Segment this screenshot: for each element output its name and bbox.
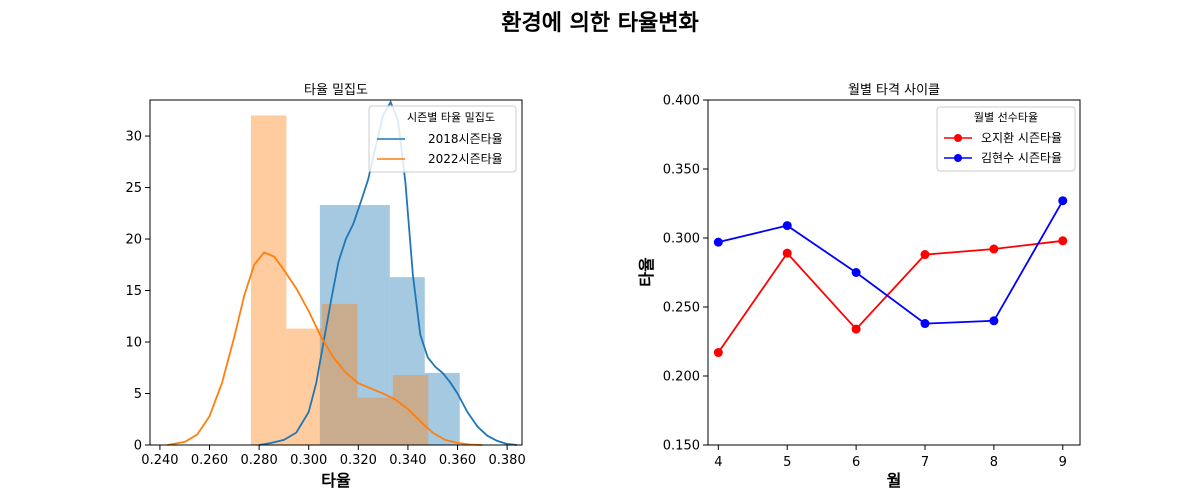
histogram-bar bbox=[354, 205, 390, 445]
y-tick-label: 0.400 bbox=[663, 94, 700, 109]
y-tick-label: 0.250 bbox=[663, 301, 700, 316]
x-tick-label: 6 bbox=[852, 455, 860, 470]
y-tick-label: 30 bbox=[125, 130, 142, 145]
density-legend-title: 시즌별 타율 밀집도 bbox=[407, 111, 495, 124]
density-legend: 시즌별 타율 밀집도 2018시즌타율 2022시즌타율 bbox=[368, 105, 517, 173]
data-point-kimhyunsoo bbox=[920, 319, 930, 329]
histogram-bar bbox=[321, 303, 358, 445]
y-tick-label: 10 bbox=[125, 336, 142, 351]
density-chart: 타율 밀집도 0.240 0.260 0.280 0.300 0.320 0.340 0.3… bbox=[125, 83, 525, 490]
monthly-legend-box bbox=[936, 106, 1076, 172]
legend-label-ojihwan: 오지환 시즌타율 bbox=[981, 131, 1062, 145]
series-line-ojihwan bbox=[717, 239, 1063, 354]
y-tick-label: 25 bbox=[125, 181, 142, 196]
kde-line-2022 bbox=[167, 251, 483, 446]
data-point-ojihwan bbox=[920, 250, 930, 260]
x-tick-label: 0.380 bbox=[489, 453, 526, 468]
y-tick-label: 0.150 bbox=[663, 439, 700, 454]
x-tick-label: 7 bbox=[921, 455, 929, 470]
x-tick-label: 0.320 bbox=[340, 453, 377, 468]
x-tick-label: 0.360 bbox=[439, 453, 476, 468]
histogram-series-2022 bbox=[250, 115, 429, 446]
monthly-x-axis-label: 월 bbox=[887, 471, 902, 490]
y-tick-label: 15 bbox=[125, 284, 142, 299]
y-tick-label: 0.350 bbox=[663, 163, 700, 178]
x-tick-label: 5 bbox=[783, 455, 791, 470]
histogram-bar bbox=[392, 374, 429, 445]
x-tick-label: 8 bbox=[990, 455, 998, 470]
data-point-kimhyunsoo bbox=[713, 237, 723, 247]
data-point-ojihwan bbox=[713, 348, 723, 358]
x-tick-label: 0.240 bbox=[141, 453, 178, 468]
legend-marker-kimhyunsoo bbox=[954, 154, 962, 162]
density-legend-box bbox=[368, 105, 517, 173]
line-series-kimhyunsoo bbox=[713, 196, 1068, 329]
histogram-bar bbox=[424, 372, 460, 445]
legend-marker-ojihwan bbox=[954, 134, 962, 142]
monthly-legend: 월별 선수타율 오지환 시즌타율 김현수 시즌타율 bbox=[936, 106, 1076, 172]
monthly-axes-frame bbox=[707, 99, 1081, 446]
monthly-y-axis-label: 타율 bbox=[637, 257, 656, 287]
y-tick-label: 5 bbox=[134, 387, 142, 402]
legend-label-kimhyunsoo: 김현수 시즌타율 bbox=[981, 151, 1062, 165]
monthly-legend-title: 월별 선수타율 bbox=[974, 111, 1038, 124]
histogram-series-2018 bbox=[319, 205, 460, 445]
x-tick-label: 9 bbox=[1059, 455, 1067, 470]
data-point-ojihwan bbox=[989, 244, 999, 254]
monthly-axes: 4 5 6 7 8 9 0.150 0.200 0.250 0.300 0.350 0.400 bbox=[663, 94, 1081, 470]
data-point-kimhyunsoo bbox=[851, 268, 861, 277]
y-tick-label: 0.300 bbox=[663, 232, 700, 247]
density-axes-frame bbox=[149, 99, 523, 446]
histogram-bar bbox=[389, 277, 425, 445]
legend-label-2018: 2018시즌타율 bbox=[428, 132, 503, 146]
histogram-bar bbox=[357, 397, 393, 445]
density-axes: 0.240 0.260 0.280 0.300 0.320 0.340 0.360 0.380… bbox=[125, 99, 526, 468]
figure-suptitle: 환경에 의한 타율변화 bbox=[501, 11, 698, 36]
density-x-axis-label: 타율 bbox=[321, 471, 351, 490]
x-tick-label: 0.280 bbox=[241, 453, 278, 468]
density-plot-area bbox=[167, 100, 518, 446]
data-point-kimhyunsoo bbox=[989, 316, 999, 326]
histogram-bar bbox=[319, 205, 355, 445]
data-point-kimhyunsoo bbox=[1058, 196, 1068, 206]
y-tick-label: 0 bbox=[134, 439, 142, 454]
x-tick-label: 0.260 bbox=[191, 453, 228, 468]
histogram-bar bbox=[250, 115, 287, 446]
y-tick-label: 0.200 bbox=[663, 370, 700, 385]
x-tick-label: 4 bbox=[714, 455, 722, 470]
monthly-chart-title: 월별 타격 사이클 bbox=[848, 83, 940, 98]
monthly-plot-area bbox=[713, 196, 1068, 358]
x-tick-label: 0.300 bbox=[290, 453, 327, 468]
data-point-ojihwan bbox=[1058, 236, 1068, 246]
legend-label-2022: 2022시즌타율 bbox=[428, 152, 503, 166]
density-chart-title: 타율 밀집도 bbox=[304, 83, 368, 98]
data-point-ojihwan bbox=[782, 248, 792, 258]
y-tick-label: 20 bbox=[125, 233, 142, 248]
series-line-kimhyunsoo bbox=[718, 200, 1064, 325]
kde-line-2018 bbox=[258, 100, 518, 446]
monthly-chart: 월별 타격 사이클 4 5 6 7 8 9 0.150 0.200 0.250 0.300 0.35… bbox=[637, 83, 1081, 490]
line-series-ojihwan bbox=[713, 236, 1068, 358]
data-point-kimhyunsoo bbox=[782, 221, 792, 231]
histogram-bar bbox=[286, 328, 322, 445]
x-tick-label: 0.340 bbox=[389, 453, 426, 468]
data-point-ojihwan bbox=[851, 324, 861, 334]
